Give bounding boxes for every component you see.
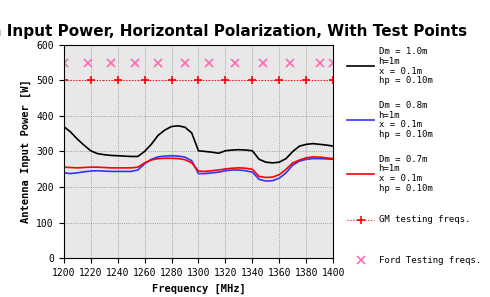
Text: Dm = 1.0m: Dm = 1.0m <box>378 47 427 56</box>
X-axis label: Frequency [MHz]: Frequency [MHz] <box>151 284 245 294</box>
Text: h=1m: h=1m <box>378 164 400 173</box>
Text: Ford Testing freqs.: Ford Testing freqs. <box>378 256 481 265</box>
Text: hp = 0.10m: hp = 0.10m <box>378 130 432 139</box>
Text: x = 0.1m: x = 0.1m <box>378 174 421 183</box>
Text: Dm = 0.7m: Dm = 0.7m <box>378 154 427 164</box>
Text: x = 0.1m: x = 0.1m <box>378 120 421 129</box>
Title: Antenna Input Power, Horizontal Polarization, With Test Points: Antenna Input Power, Horizontal Polariza… <box>0 24 467 39</box>
Text: hp = 0.10m: hp = 0.10m <box>378 184 432 193</box>
Text: hp = 0.10m: hp = 0.10m <box>378 76 432 85</box>
Text: GM testing freqs.: GM testing freqs. <box>378 215 470 224</box>
Text: h=1m: h=1m <box>378 57 400 66</box>
Text: h=1m: h=1m <box>378 110 400 120</box>
Text: x = 0.1m: x = 0.1m <box>378 67 421 76</box>
Y-axis label: Antenna Input Power [W]: Antenna Input Power [W] <box>21 80 31 223</box>
Text: Dm = 0.8m: Dm = 0.8m <box>378 101 427 110</box>
